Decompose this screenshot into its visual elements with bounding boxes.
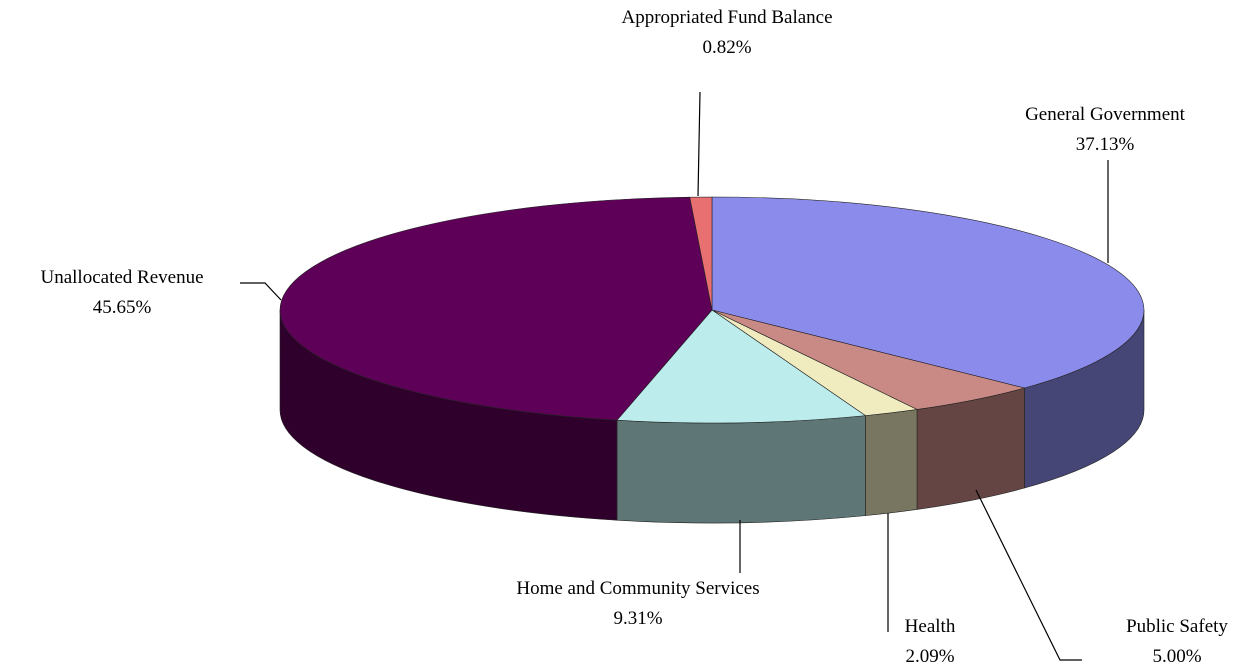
slice-label: Unallocated Revenue 45.65%	[0, 263, 252, 323]
slice-label: Public Safety 5.00%	[1087, 612, 1259, 670]
value-label: 5.00%	[1152, 646, 1202, 667]
value-label: 45.65%	[92, 297, 152, 318]
slice-label: General Government 37.13%	[975, 100, 1235, 160]
category-name: Home and Community Services	[516, 578, 760, 599]
value-label: 9.31%	[613, 608, 663, 629]
leader-line	[975, 489, 1082, 661]
category-name: Unallocated Revenue	[40, 267, 204, 288]
value-label: 0.82%	[702, 37, 752, 58]
slice	[616, 309, 867, 424]
leader-line	[697, 91, 701, 197]
category-name: Public Safety	[1126, 616, 1228, 637]
slice	[689, 196, 713, 311]
slice	[279, 196, 713, 421]
slice-label: Appropriated Fund Balance 0.82%	[617, 3, 837, 63]
slice-side	[616, 415, 866, 524]
slice-label: Home and Community Services 9.31%	[503, 574, 773, 634]
value-label: 37.13%	[1075, 134, 1135, 155]
slice-side	[865, 409, 918, 516]
category-name: Appropriated Fund Balance	[621, 7, 833, 28]
slice-label: Health 2.09%	[870, 612, 990, 670]
leader-line	[240, 282, 282, 301]
category-name: Health	[904, 616, 956, 637]
category-name: General Government	[1025, 104, 1185, 125]
value-label: 2.09%	[905, 646, 955, 667]
slice	[711, 196, 1145, 389]
